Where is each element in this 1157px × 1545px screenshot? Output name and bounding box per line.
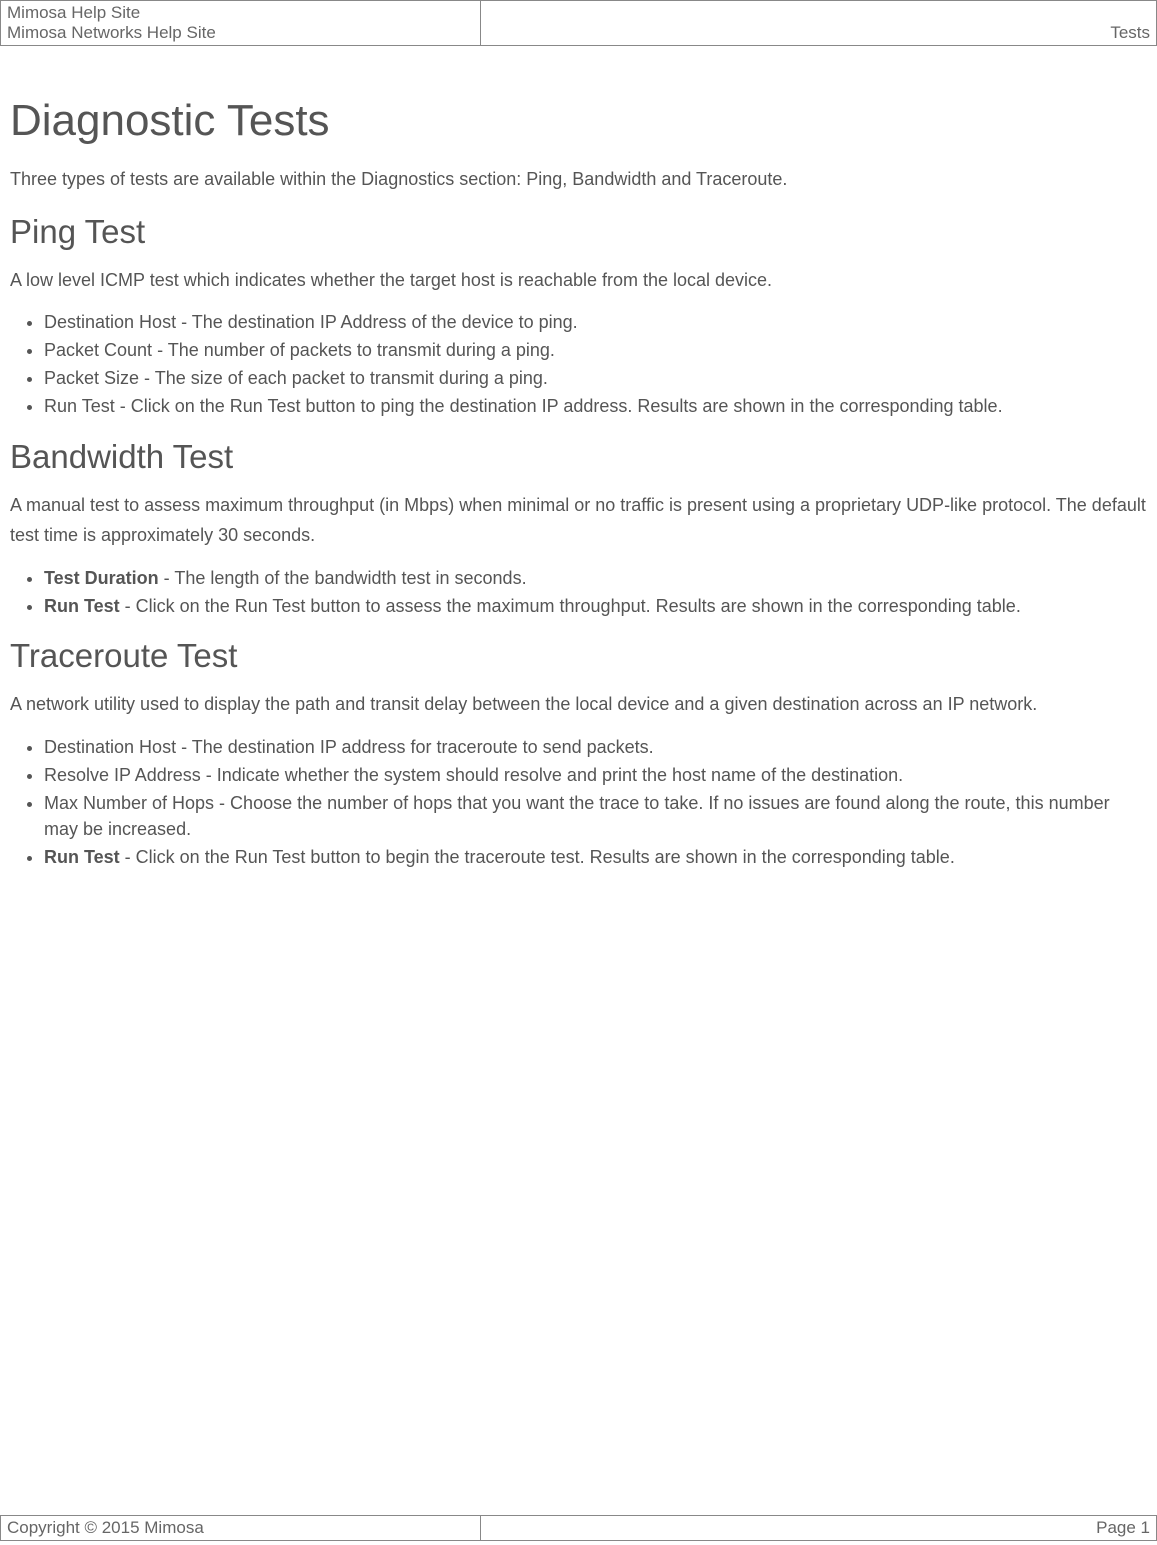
header-left-cell: Mimosa Help Site Mimosa Networks Help Si… (1, 1, 481, 46)
header-site-subtitle: Mimosa Networks Help Site (7, 23, 474, 43)
copyright-text: Copyright © 2015 Mimosa (7, 1518, 204, 1537)
ping-description: A low level ICMP test which indicates wh… (10, 265, 1147, 296)
item-bold: Test Duration (44, 568, 159, 588)
list-item: Destination Host - The destination IP ad… (44, 734, 1147, 760)
item-rest: - Click on the Run Test button to begin … (120, 847, 955, 867)
list-item: Packet Count - The number of packets to … (44, 337, 1147, 363)
list-item: Max Number of Hops - Choose the number o… (44, 790, 1147, 842)
page-footer: Copyright © 2015 Mimosa Page 1 (0, 1515, 1157, 1541)
page-content: Diagnostic Tests Three types of tests ar… (0, 96, 1157, 870)
traceroute-heading: Traceroute Test (10, 637, 1147, 675)
traceroute-list: Destination Host - The destination IP ad… (44, 734, 1147, 870)
item-bold: Run Test (44, 847, 120, 867)
item-bold: Run Test (44, 596, 120, 616)
traceroute-description: A network utility used to display the pa… (10, 689, 1147, 720)
page-header: Mimosa Help Site Mimosa Networks Help Si… (0, 0, 1157, 46)
header-section-label: Tests (1110, 23, 1150, 42)
bandwidth-heading: Bandwidth Test (10, 438, 1147, 476)
header-site-title: Mimosa Help Site (7, 3, 474, 23)
list-item: Destination Host - The destination IP Ad… (44, 309, 1147, 335)
footer-left-cell: Copyright © 2015 Mimosa (1, 1516, 481, 1541)
list-item: Run Test - Click on the Run Test button … (44, 593, 1147, 619)
list-item: Packet Size - The size of each packet to… (44, 365, 1147, 391)
list-item: Run Test - Click on the Run Test button … (44, 844, 1147, 870)
list-item: Test Duration - The length of the bandwi… (44, 565, 1147, 591)
list-item: Run Test - Click on the Run Test button … (44, 393, 1147, 419)
list-item: Resolve IP Address - Indicate whether th… (44, 762, 1147, 788)
footer-right-cell: Page 1 (480, 1516, 1156, 1541)
header-right-cell: Tests (480, 1, 1156, 46)
ping-list: Destination Host - The destination IP Ad… (44, 309, 1147, 419)
ping-heading: Ping Test (10, 213, 1147, 251)
intro-paragraph: Three types of tests are available withi… (10, 164, 1147, 195)
page-number: Page 1 (1096, 1518, 1150, 1537)
bandwidth-description: A manual test to assess maximum throughp… (10, 490, 1147, 551)
page-title: Diagnostic Tests (10, 96, 1147, 146)
item-rest: - The length of the bandwidth test in se… (159, 568, 527, 588)
bandwidth-list: Test Duration - The length of the bandwi… (44, 565, 1147, 619)
item-rest: - Click on the Run Test button to assess… (120, 596, 1021, 616)
